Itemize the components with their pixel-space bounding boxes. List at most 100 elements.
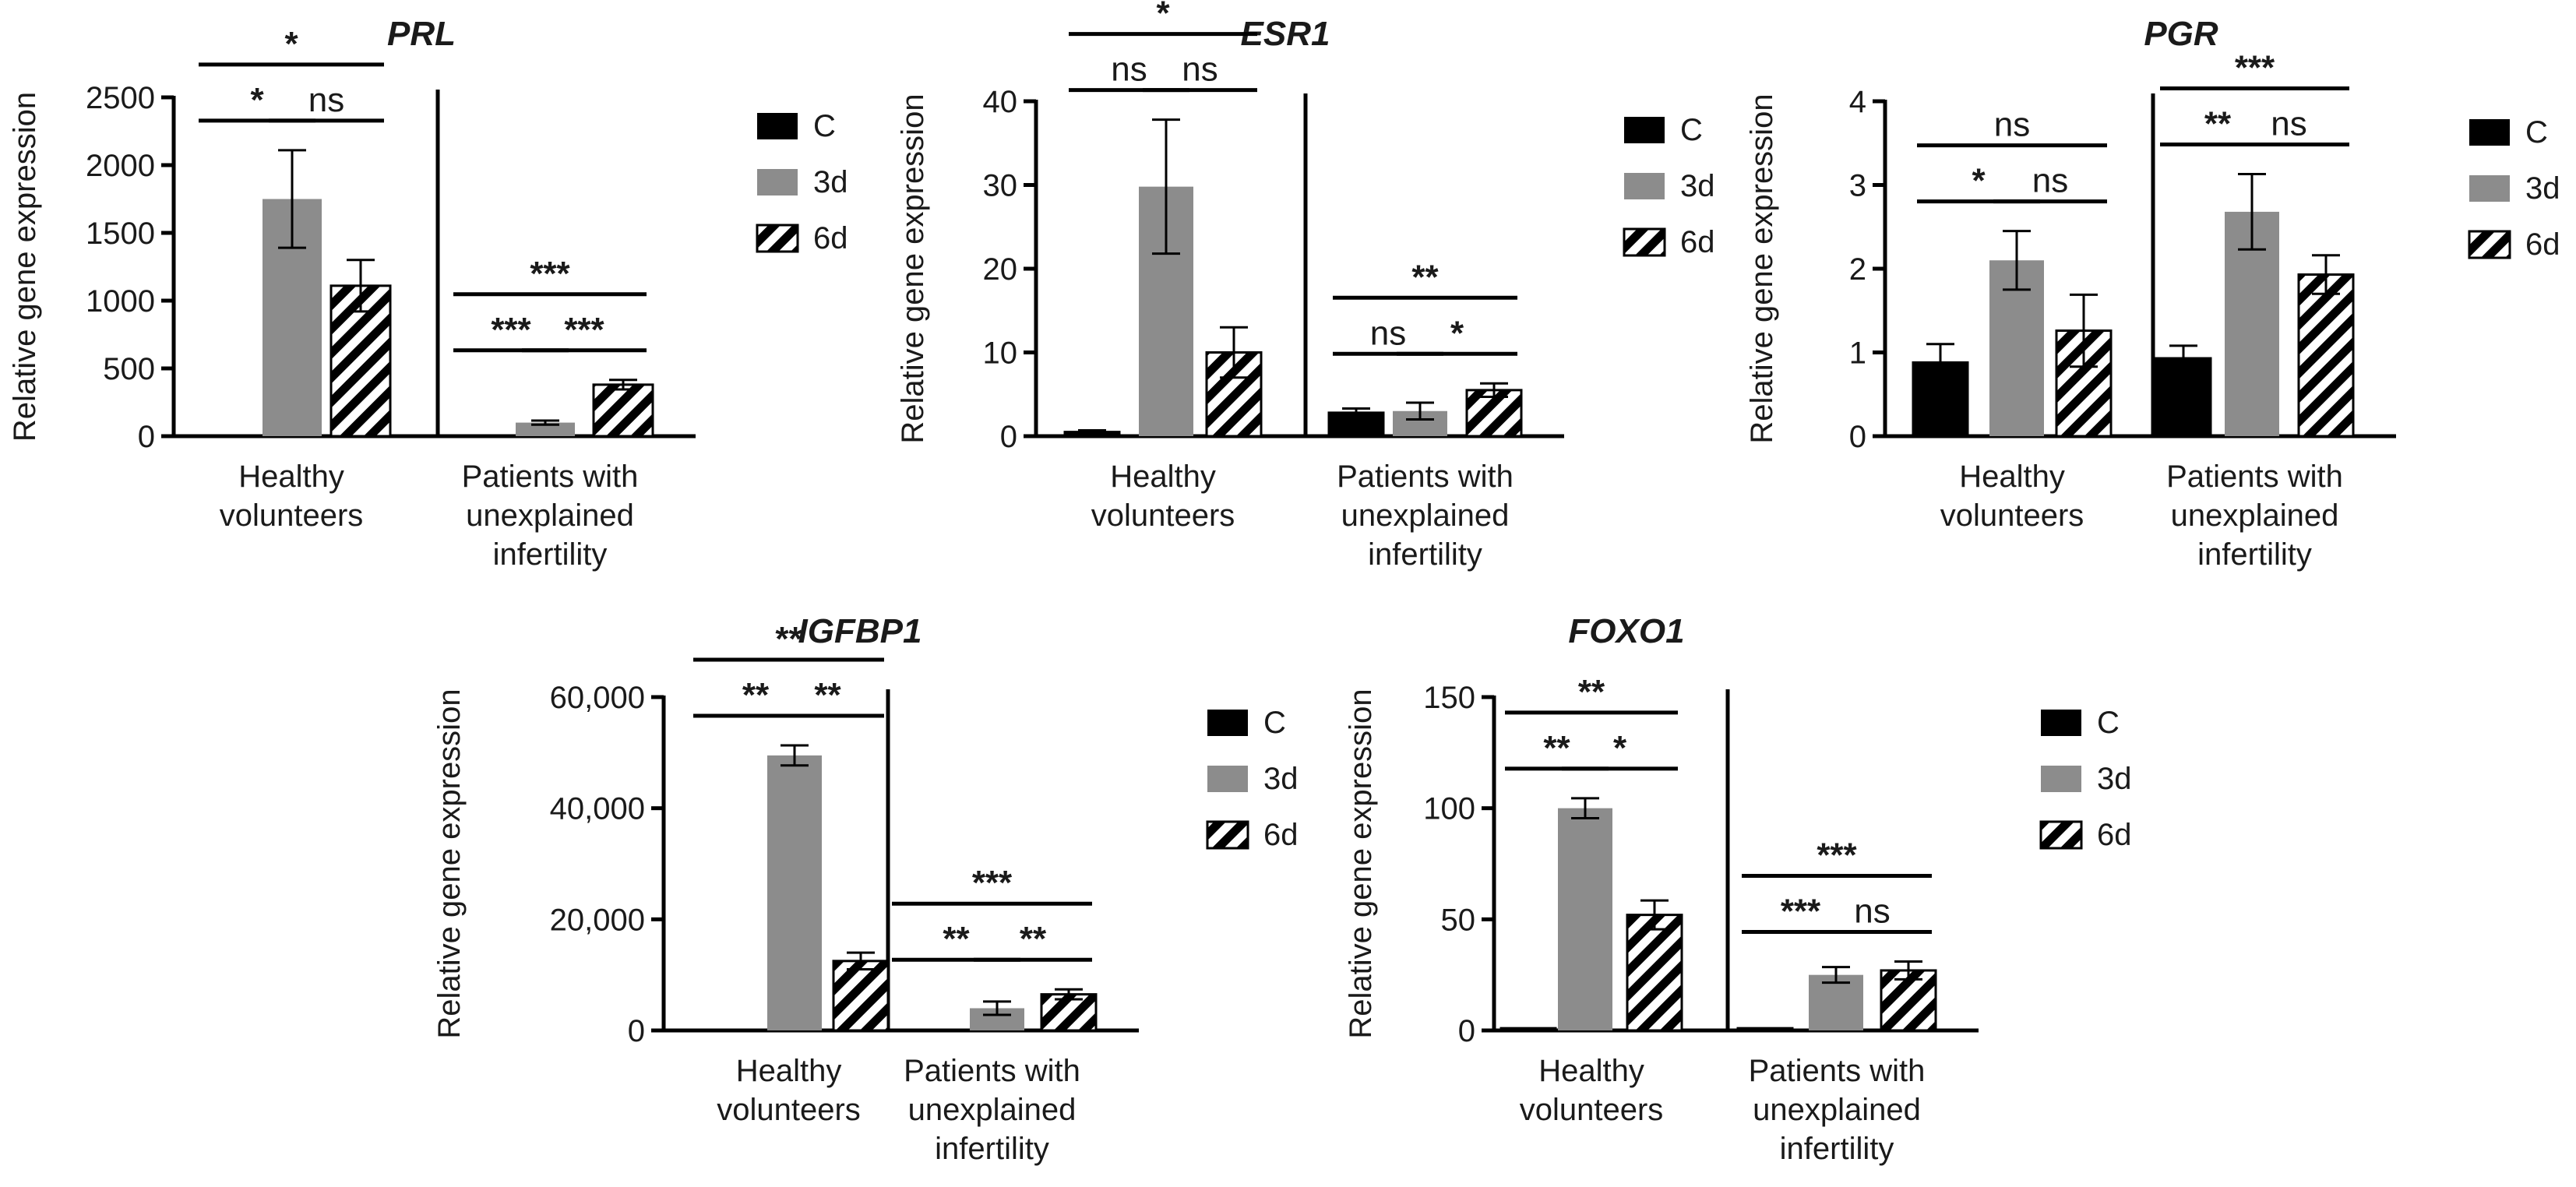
significance-label: ns bbox=[2271, 105, 2306, 143]
significance-label: ** bbox=[1020, 920, 1047, 958]
significance-label: ns bbox=[1370, 314, 1406, 352]
y-axis-title: Relative gene expression bbox=[8, 92, 42, 442]
y-axis-title: Relative gene expression bbox=[432, 689, 467, 1038]
legend-label: C bbox=[2097, 706, 2120, 740]
significance-label: ** bbox=[814, 676, 841, 714]
group-label: Healthy bbox=[1110, 460, 1216, 494]
group-label: Healthy bbox=[238, 460, 344, 494]
legend-label: C bbox=[1680, 113, 1703, 147]
significance-label: * bbox=[1156, 0, 1170, 33]
legend-swatch-6d bbox=[2468, 230, 2511, 259]
y-tick-label: 20 bbox=[983, 252, 1018, 287]
legend-swatch-6d bbox=[1623, 227, 1666, 257]
group-label: unexplained bbox=[466, 498, 634, 533]
bar-3d bbox=[767, 755, 822, 1030]
group-label: unexplained bbox=[908, 1093, 1077, 1127]
bar-6d bbox=[592, 383, 654, 438]
y-tick-label: 0 bbox=[1849, 420, 1866, 454]
significance-label: ns bbox=[1111, 51, 1147, 89]
significance-label: ns bbox=[1854, 893, 1890, 931]
significance-label: ** bbox=[2204, 105, 2232, 143]
bar-6d bbox=[832, 960, 890, 1032]
chart-panel-prl: PRL 0 500 1000 1500 2000 2500 Relative gene exp… bbox=[8, 15, 848, 572]
y-tick-label: 1000 bbox=[86, 284, 155, 319]
y-tick-label: 10 bbox=[983, 336, 1018, 371]
legend-label: C bbox=[1263, 706, 1286, 740]
group-label: infertility bbox=[935, 1132, 1049, 1166]
group-label: Patients with bbox=[1749, 1054, 1926, 1088]
bar-3d bbox=[516, 422, 575, 436]
legend-label: 6d bbox=[1680, 225, 1715, 259]
significance-label: ns bbox=[308, 81, 344, 119]
group-label: Patients with bbox=[2166, 460, 2343, 494]
legend-label: 6d bbox=[2525, 227, 2560, 262]
group-label: unexplained bbox=[2171, 498, 2339, 533]
legend-label: 6d bbox=[2097, 818, 2132, 852]
significance-label: *** bbox=[530, 255, 570, 293]
y-tick-label: 60,000 bbox=[550, 681, 645, 715]
legend-label: 3d bbox=[1680, 169, 1715, 203]
y-tick-label: 40,000 bbox=[550, 792, 645, 826]
legend-label: 3d bbox=[2097, 762, 2132, 796]
significance-label: ns bbox=[1994, 106, 2030, 144]
group-label: Healthy bbox=[1959, 460, 2065, 494]
y-tick-label: 20,000 bbox=[550, 903, 645, 937]
chart-title: PRL bbox=[387, 15, 456, 53]
legend-swatch-6d bbox=[2039, 820, 2083, 850]
y-tick-label: 3 bbox=[1849, 169, 1866, 203]
legend-label: 3d bbox=[813, 165, 848, 199]
legend-label: 6d bbox=[813, 221, 848, 255]
y-tick-label: 0 bbox=[628, 1014, 645, 1048]
group-label: infertility bbox=[1368, 537, 1482, 572]
y-tick-label: 100 bbox=[1423, 792, 1475, 826]
y-tick-label: 2 bbox=[1849, 252, 1866, 287]
significance-label: ** bbox=[775, 620, 802, 658]
legend-swatch-c bbox=[757, 113, 798, 139]
significance-label: *** bbox=[1817, 837, 1857, 875]
significance-label: ns bbox=[1182, 51, 1218, 89]
y-tick-label: 40 bbox=[983, 85, 1018, 119]
significance-label: ns bbox=[2032, 162, 2068, 200]
y-axis-title: Relative gene expression bbox=[1344, 689, 1378, 1038]
y-axis-title: Relative gene expression bbox=[1745, 93, 1779, 443]
y-tick-label: 30 bbox=[983, 169, 1018, 203]
group-label: volunteers bbox=[717, 1093, 861, 1127]
y-tick-label: 2000 bbox=[86, 149, 155, 183]
bar-6d bbox=[1626, 914, 1683, 1032]
group-label: infertility bbox=[2197, 537, 2312, 572]
group-label: unexplained bbox=[1341, 498, 1510, 533]
group-label: infertility bbox=[493, 537, 608, 572]
group-label: infertility bbox=[1780, 1132, 1894, 1166]
legend-label: 6d bbox=[1263, 818, 1299, 852]
significance-label: ** bbox=[742, 676, 770, 714]
significance-label: *** bbox=[1781, 893, 1821, 931]
y-tick-label: 0 bbox=[1000, 420, 1017, 454]
legend-label: 3d bbox=[2525, 171, 2560, 206]
legend-swatch-c bbox=[2469, 119, 2510, 146]
group-label: volunteers bbox=[1940, 498, 2084, 533]
group-label: Healthy bbox=[736, 1054, 842, 1088]
y-tick-label: 50 bbox=[1441, 903, 1476, 937]
legend-swatch-3d bbox=[1207, 766, 1248, 792]
significance-label: ** bbox=[943, 920, 970, 958]
chart-panel-igfbp1: IGFBP1 0 20,000 40,000 60,000 Relative gene e… bbox=[432, 612, 1299, 1166]
legend-swatch-3d bbox=[2041, 766, 2081, 792]
bar-3d bbox=[1558, 808, 1612, 1030]
y-tick-label: 150 bbox=[1423, 681, 1475, 715]
significance-label: *** bbox=[972, 864, 1013, 902]
legend-swatch-6d bbox=[1206, 820, 1249, 850]
bar-3d bbox=[1809, 974, 1863, 1030]
legend-swatch-3d bbox=[2469, 175, 2510, 202]
y-tick-label: 2500 bbox=[86, 81, 155, 115]
chart-title: PGR bbox=[2144, 15, 2218, 53]
legend-swatch-6d bbox=[756, 224, 799, 253]
significance-label: * bbox=[1972, 162, 1986, 200]
significance-label: * bbox=[250, 81, 264, 119]
y-tick-label: 4 bbox=[1849, 85, 1866, 119]
group-label: Patients with bbox=[462, 460, 639, 494]
group-label: volunteers bbox=[1091, 498, 1235, 533]
